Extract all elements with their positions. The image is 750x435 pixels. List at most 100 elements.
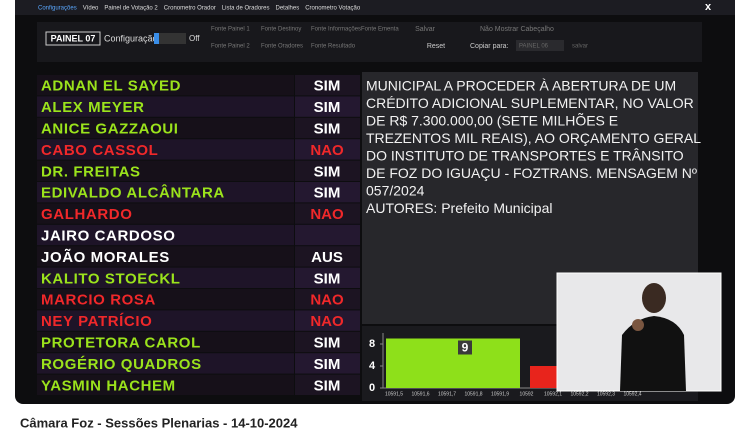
button[interactable]: salvar	[572, 44, 588, 50]
vote-cell	[295, 224, 360, 246]
font-button[interactable]: Fonte Ementa	[361, 27, 399, 33]
menu-tab[interactable]: Detalhes	[276, 6, 300, 12]
ementa-line: DE FOZ DO IGUAÇU - FOZTRANS. MENSAGEM Nº	[366, 165, 697, 181]
name-cell	[37, 246, 294, 267]
interpreter-body	[620, 316, 686, 391]
vote: SIM	[314, 334, 341, 351]
vote-cell	[295, 353, 360, 374]
name-cell	[37, 203, 294, 224]
councillor-name: ALEX MEYER	[41, 99, 145, 116]
font-button[interactable]: Fonte Informações	[311, 27, 361, 33]
menu-tab[interactable]: Cronometro Orador	[164, 6, 216, 12]
councillor-name: EDIVALDO ALCÂNTARA	[41, 184, 225, 202]
vote: SIM	[314, 78, 341, 95]
councillor-name: GALHARDO	[41, 206, 132, 223]
ementa-line: MUNICIPAL A PROCEDER À ABERTURA DE UM	[366, 78, 676, 94]
menu-tab[interactable]: Configurações	[38, 6, 77, 12]
vote-cell	[295, 139, 360, 160]
councillor-name: KALITO STOECKL	[41, 270, 181, 287]
font-button[interactable]: Fonte Resultado	[311, 44, 356, 50]
councillor-name: ROGÉRIO QUADROS	[41, 356, 202, 373]
vote: SIM	[314, 356, 341, 373]
councillor-name: JAIRO CARDOSO	[41, 227, 175, 244]
vote-cell	[295, 374, 360, 395]
menu-tab[interactable]: Painel de Votação 2	[104, 6, 158, 12]
value-label-bg	[458, 340, 472, 355]
name-cell	[37, 96, 294, 117]
menu-tab[interactable]: Lista de Oradores	[222, 6, 270, 12]
name-cell	[37, 310, 294, 331]
x-tick-label: 10592	[520, 391, 534, 397]
close-button[interactable]: x	[705, 1, 712, 13]
x-tick-label: 10591,5	[385, 391, 403, 397]
vote: SIM	[314, 120, 341, 137]
vote-cell	[295, 96, 360, 117]
menu-tab[interactable]: Vídeo	[83, 6, 99, 12]
name-cell	[37, 267, 294, 288]
vote: SIM	[314, 163, 341, 180]
councillor-name: ANICE GAZZAOUI	[41, 120, 179, 137]
font-button[interactable]: Fonte Oradores	[261, 44, 303, 50]
vote: AUS	[311, 249, 343, 266]
name-cell	[37, 224, 294, 246]
councillor-name: ADNAN EL SAYED	[41, 78, 181, 95]
x-tick-label: 10592,2	[570, 391, 588, 397]
interpreter-head	[642, 283, 666, 313]
menu-bar	[15, 0, 735, 15]
toggle-label: Off	[189, 34, 200, 43]
ementa-line: DO INSTITUTO DE TRANSPORTES E TRÂNSITO	[366, 148, 684, 164]
ementa-line: TREZENTOS MIL REAIS), AO ORÇAMENTO GERAL	[366, 130, 701, 146]
panel-box	[45, 31, 101, 46]
font-button[interactable]: Fonte Painel 2	[211, 44, 250, 50]
checkbox-label[interactable]: Não Mostrar Cabeçalho	[480, 26, 554, 33]
name-cell	[37, 353, 294, 374]
x-tick-label: 10591,7	[438, 391, 456, 397]
vote: NAO	[310, 142, 344, 159]
councillor-name: NEY PATRÍCIO	[41, 313, 152, 330]
panel-label: PAINEL 07	[51, 33, 96, 43]
x-tick-label: 10591,9	[491, 391, 509, 397]
councillor-name: CABO CASSOL	[41, 142, 158, 159]
name-cell	[37, 331, 294, 353]
ementa-authors: AUTORES: Prefeito Municipal	[366, 200, 552, 216]
vote-cell	[295, 246, 360, 267]
menu-tab[interactable]: Cronometro Votação	[305, 6, 361, 12]
vote-cell	[295, 331, 360, 353]
councillor-name: JOÃO MORALES	[41, 248, 170, 266]
councillor-name: MARCIO ROSA	[41, 292, 156, 309]
x-tick-label: 10592,1	[544, 391, 562, 397]
vote-cell	[295, 75, 360, 96]
councillor-name: YASMIN HACHEM	[41, 377, 176, 394]
copy-label: Copiar para:	[470, 43, 509, 50]
font-button[interactable]: Fonte Destinoy	[261, 27, 301, 33]
y-tick-label: 4	[369, 360, 376, 372]
name-cell	[37, 374, 294, 395]
button[interactable]: Reset	[427, 43, 445, 50]
button[interactable]: Salvar	[415, 26, 436, 33]
ementa-line: CRÉDITO ADICIONAL SUPLEMENTAR, NO VALOR	[366, 95, 694, 111]
name-cell	[37, 139, 294, 160]
video-caption: Câmara Foz - Sessões Plenarias - 14-10-2…	[20, 415, 298, 430]
toggle[interactable]	[154, 33, 186, 44]
vote-cell	[295, 289, 360, 310]
y-tick-label: 8	[369, 338, 375, 350]
font-button[interactable]: Fonte Painel 1	[211, 27, 250, 33]
copy-select[interactable]	[516, 40, 564, 51]
vote-cell	[295, 203, 360, 224]
copy-target: PAINEL 06	[519, 44, 549, 50]
vote-cell	[295, 267, 360, 288]
name-cell	[37, 160, 294, 181]
vote: SIM	[314, 377, 341, 394]
x-tick-label: 10592,4	[623, 391, 641, 397]
councillor-name: PROTETORA CAROL	[41, 334, 201, 351]
name-cell	[37, 182, 294, 203]
x-tick-label: 10591,8	[464, 391, 482, 397]
x-tick-label: 10592,3	[597, 391, 615, 397]
config-label: Configuração:	[104, 33, 160, 43]
x-tick-label: 10591,6	[411, 391, 429, 397]
name-cell	[37, 75, 294, 96]
vote-cell	[295, 182, 360, 203]
vote: SIM	[314, 99, 341, 116]
